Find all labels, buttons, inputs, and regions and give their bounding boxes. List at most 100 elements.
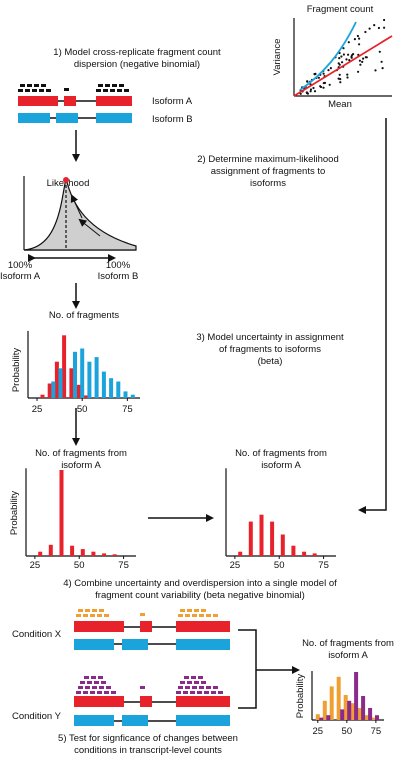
scatter-point — [383, 18, 386, 22]
chart-title: isoform A — [261, 460, 301, 471]
isoform-top: Isoform A Isoform B — [18, 84, 193, 125]
bar — [347, 700, 352, 720]
scatter-point — [342, 53, 345, 56]
bar — [73, 351, 77, 398]
condition-y-label: Condition Y — [12, 711, 62, 722]
isoform-a-label: Isoform A — [152, 96, 193, 107]
scatter-point — [306, 80, 309, 83]
tick-label: 75 — [371, 726, 382, 737]
svg-text:(beta): (beta) — [258, 356, 283, 367]
fragment-read — [211, 691, 216, 694]
fragment-read — [46, 89, 51, 92]
bar — [312, 553, 317, 556]
fragment-read — [32, 89, 37, 92]
fragment-read — [176, 691, 181, 694]
bar — [315, 714, 320, 720]
fragment-read — [41, 84, 46, 87]
fragment-read — [191, 676, 196, 679]
svg-text:conditions in transcript-level: conditions in transcript-level counts — [74, 745, 222, 756]
svg-text:1) Model cross-replicate fragm: 1) Model cross-replicate fragment count — [53, 47, 221, 58]
chart-ylabel: Probability — [11, 348, 22, 393]
scatter-point — [313, 90, 317, 93]
fragment-read — [101, 681, 106, 684]
fragment-read — [25, 89, 30, 92]
fragment-read — [20, 84, 25, 87]
fragment-read — [180, 681, 185, 684]
scatter-point — [309, 88, 313, 91]
svg-text:Isoform A: Isoform A — [0, 271, 41, 282]
condition-y-isoforms: Condition Y — [12, 676, 230, 726]
scatter-point — [338, 73, 341, 76]
fragment-read — [27, 84, 32, 87]
bar — [340, 709, 345, 720]
scatter-point — [368, 27, 371, 30]
fragment-read — [104, 614, 109, 617]
fragment-read — [140, 686, 145, 689]
scatter-point — [342, 47, 345, 50]
fragment-read — [110, 89, 115, 92]
fragment-read — [194, 609, 199, 612]
scatter-point — [361, 60, 364, 64]
svg-text:isoforms: isoforms — [250, 178, 286, 189]
bar — [116, 381, 121, 398]
chart-title: isoform A — [328, 650, 368, 661]
scatter-point — [381, 67, 384, 70]
fragment-read — [83, 614, 88, 617]
fragment-read — [85, 686, 90, 689]
scatter-point — [353, 38, 356, 41]
scatter-point — [322, 82, 325, 85]
fragment-read — [94, 681, 99, 684]
fragment-read — [111, 691, 116, 694]
fragment-read — [185, 614, 190, 617]
svg-text:dispersion (negative binomial): dispersion (negative binomial) — [74, 59, 200, 70]
bar — [336, 676, 341, 720]
svg-text:100%: 100% — [8, 260, 33, 271]
scatter-point — [352, 53, 355, 56]
bar — [280, 534, 285, 556]
isoform-a-exon — [96, 96, 132, 106]
bar — [102, 553, 107, 556]
bar — [350, 703, 355, 720]
fragment-read — [78, 686, 83, 689]
scatter-point — [374, 69, 377, 72]
fragment-read — [18, 89, 23, 92]
scatter-point — [362, 57, 365, 60]
linear-fit-line — [293, 35, 393, 97]
isoform-b-exon — [56, 113, 78, 123]
scatter-point — [317, 76, 320, 79]
scatter-point — [377, 26, 380, 30]
scatter-point — [347, 53, 350, 56]
chart-title: No. of fragments from — [302, 638, 394, 649]
fragment-read — [124, 89, 129, 92]
bar — [238, 551, 243, 556]
max-likelihood-point — [63, 177, 69, 183]
scatter-point — [322, 86, 325, 89]
bar — [319, 717, 324, 720]
fragment-read — [39, 89, 44, 92]
dispersion-fit-curve — [299, 21, 357, 91]
bar — [248, 521, 253, 556]
tick-label: 25 — [313, 726, 324, 737]
isoform-a-exon — [64, 96, 76, 106]
tick-label: 25 — [30, 560, 41, 571]
fragment-read — [104, 691, 109, 694]
scatter-point — [341, 61, 344, 64]
fragment-read — [201, 609, 206, 612]
fragment-read — [99, 686, 104, 689]
fragment-read — [199, 686, 204, 689]
scatter-point — [345, 58, 348, 61]
bar — [51, 381, 56, 398]
scatter-point — [358, 37, 361, 40]
bar — [364, 715, 369, 720]
scatter-point — [339, 78, 342, 81]
chart-ylabel: Probability — [9, 491, 20, 536]
scatter-point — [364, 30, 367, 34]
condition-x-isoforms: Condition X — [12, 609, 230, 650]
scatter-point — [337, 62, 340, 65]
bar — [270, 521, 275, 556]
fragment-read — [83, 691, 88, 694]
fragment-read — [206, 614, 211, 617]
fragment-read — [92, 609, 97, 612]
scatter-point — [380, 60, 383, 63]
